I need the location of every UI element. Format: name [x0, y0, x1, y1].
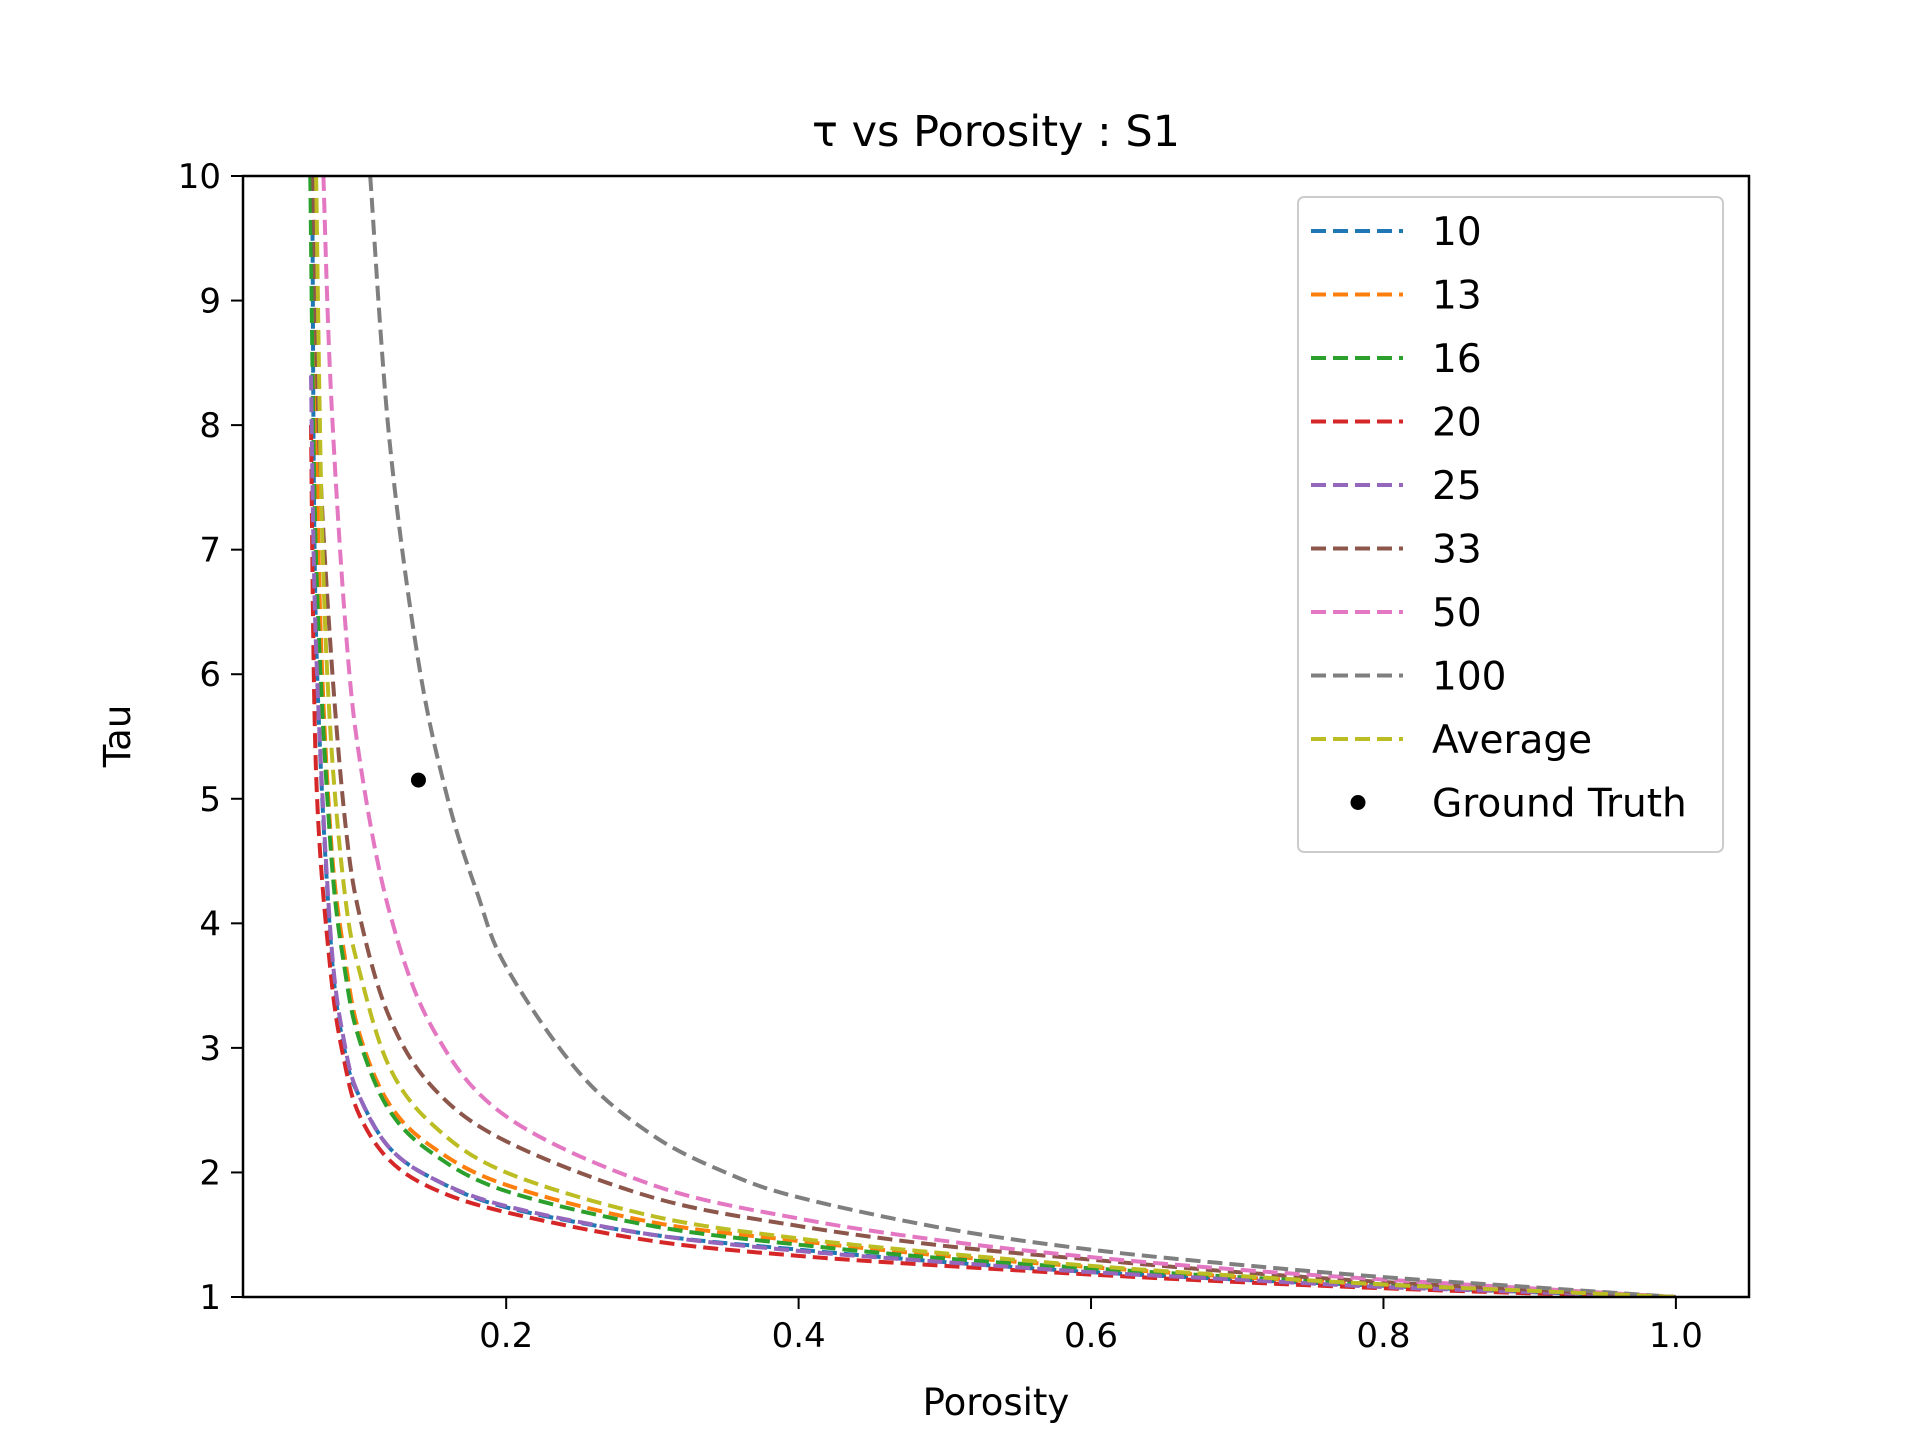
ground-truth-point	[410, 772, 426, 788]
y-tick-label: 4	[199, 904, 221, 944]
series-line-25	[308, 375, 1676, 1297]
legend-label: 50	[1432, 591, 1482, 636]
legend-label: 20	[1432, 401, 1482, 446]
legend-label: 10	[1432, 210, 1482, 255]
x-tick-label: 0.4	[772, 1316, 826, 1356]
legend-label: 100	[1432, 655, 1506, 700]
y-tick-label: 6	[199, 655, 221, 695]
series-line-average	[314, 176, 1676, 1297]
series-line-16	[308, 176, 1676, 1297]
x-tick-label: 0.8	[1356, 1316, 1410, 1356]
legend: 10 13 16 20 25 33 50 100 Average Ground Truth	[1297, 196, 1724, 853]
legend-label: 33	[1432, 528, 1482, 573]
y-axis-label: Tau	[96, 705, 139, 769]
series-line-50	[321, 176, 1677, 1297]
x-tick-label: 1.0	[1649, 1316, 1703, 1356]
y-tick-label: 2	[199, 1153, 221, 1193]
legend-label: Average	[1432, 718, 1592, 763]
y-tick-label: 5	[199, 780, 221, 820]
series-line-100	[368, 176, 1677, 1297]
x-tick-label: 0.2	[479, 1316, 533, 1356]
y-tick-label: 7	[199, 531, 221, 571]
chart-title: τ vs Porosity : S1	[812, 107, 1180, 157]
plot-frame	[241, 174, 1751, 1299]
y-tick-label: 10	[178, 157, 221, 197]
legend-label: Ground Truth	[1432, 782, 1687, 827]
y-tick-label: 9	[199, 282, 221, 322]
x-tick-label: 0.6	[1064, 1316, 1118, 1356]
y-tick-label: 1	[199, 1278, 221, 1318]
series-line-20	[308, 425, 1676, 1297]
y-tick-label: 8	[199, 406, 221, 446]
x-axis-label: Porosity	[923, 1381, 1070, 1424]
legend-marker	[1350, 795, 1366, 810]
series-line-33	[311, 176, 1676, 1297]
legend-label: 25	[1432, 464, 1482, 509]
y-tick-label: 3	[199, 1029, 221, 1069]
legend-label: 16	[1432, 337, 1482, 382]
legend-label: 13	[1432, 274, 1482, 319]
legend-frame	[1297, 196, 1724, 853]
